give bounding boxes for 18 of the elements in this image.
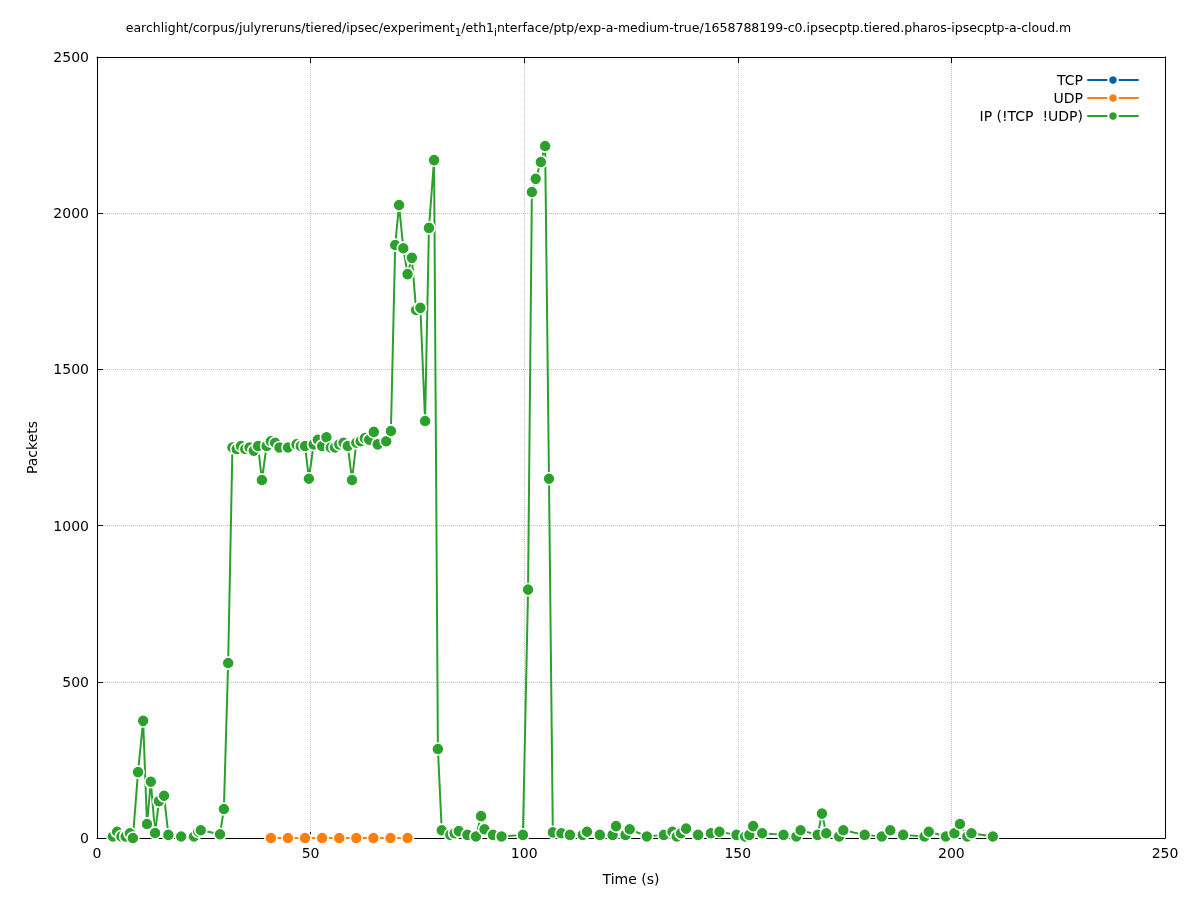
y-tick-label: 1000 [53,517,89,534]
x-tick-label: 150 [724,845,752,861]
x-tick-label: 100 [510,845,538,861]
x-tick-label: 0 [92,845,102,861]
x-tick-label: 250 [1151,845,1179,861]
chart-title: earchlight/corpus/julyreruns/tiered/ipsec/experiment$_{1}$/eth1$_{i}$nterface/ptp/exp-a-medium-true/1658788199-c0.ipsecptp.tiered.pharos-ipsecptp-a-cloud.m [124,20,1073,38]
x-tick-label: 200 [938,845,965,861]
legend-label: TCP [1056,72,1083,88]
y-tick-label: 0 [80,830,89,846]
y-tick-label: 1500 [53,361,89,378]
y-axis-title: Packets [24,420,40,475]
legend-label: UDP [1053,90,1083,106]
y-tick-label: 2500 [53,49,89,65]
y-tick-label: 500 [62,673,89,690]
x-tick-label: 50 [301,845,320,861]
y-tick-label: 2000 [53,205,89,222]
x-axis-title: Time (s) [601,871,660,887]
legend-label: IP (!TCP !UDP) [979,108,1083,124]
